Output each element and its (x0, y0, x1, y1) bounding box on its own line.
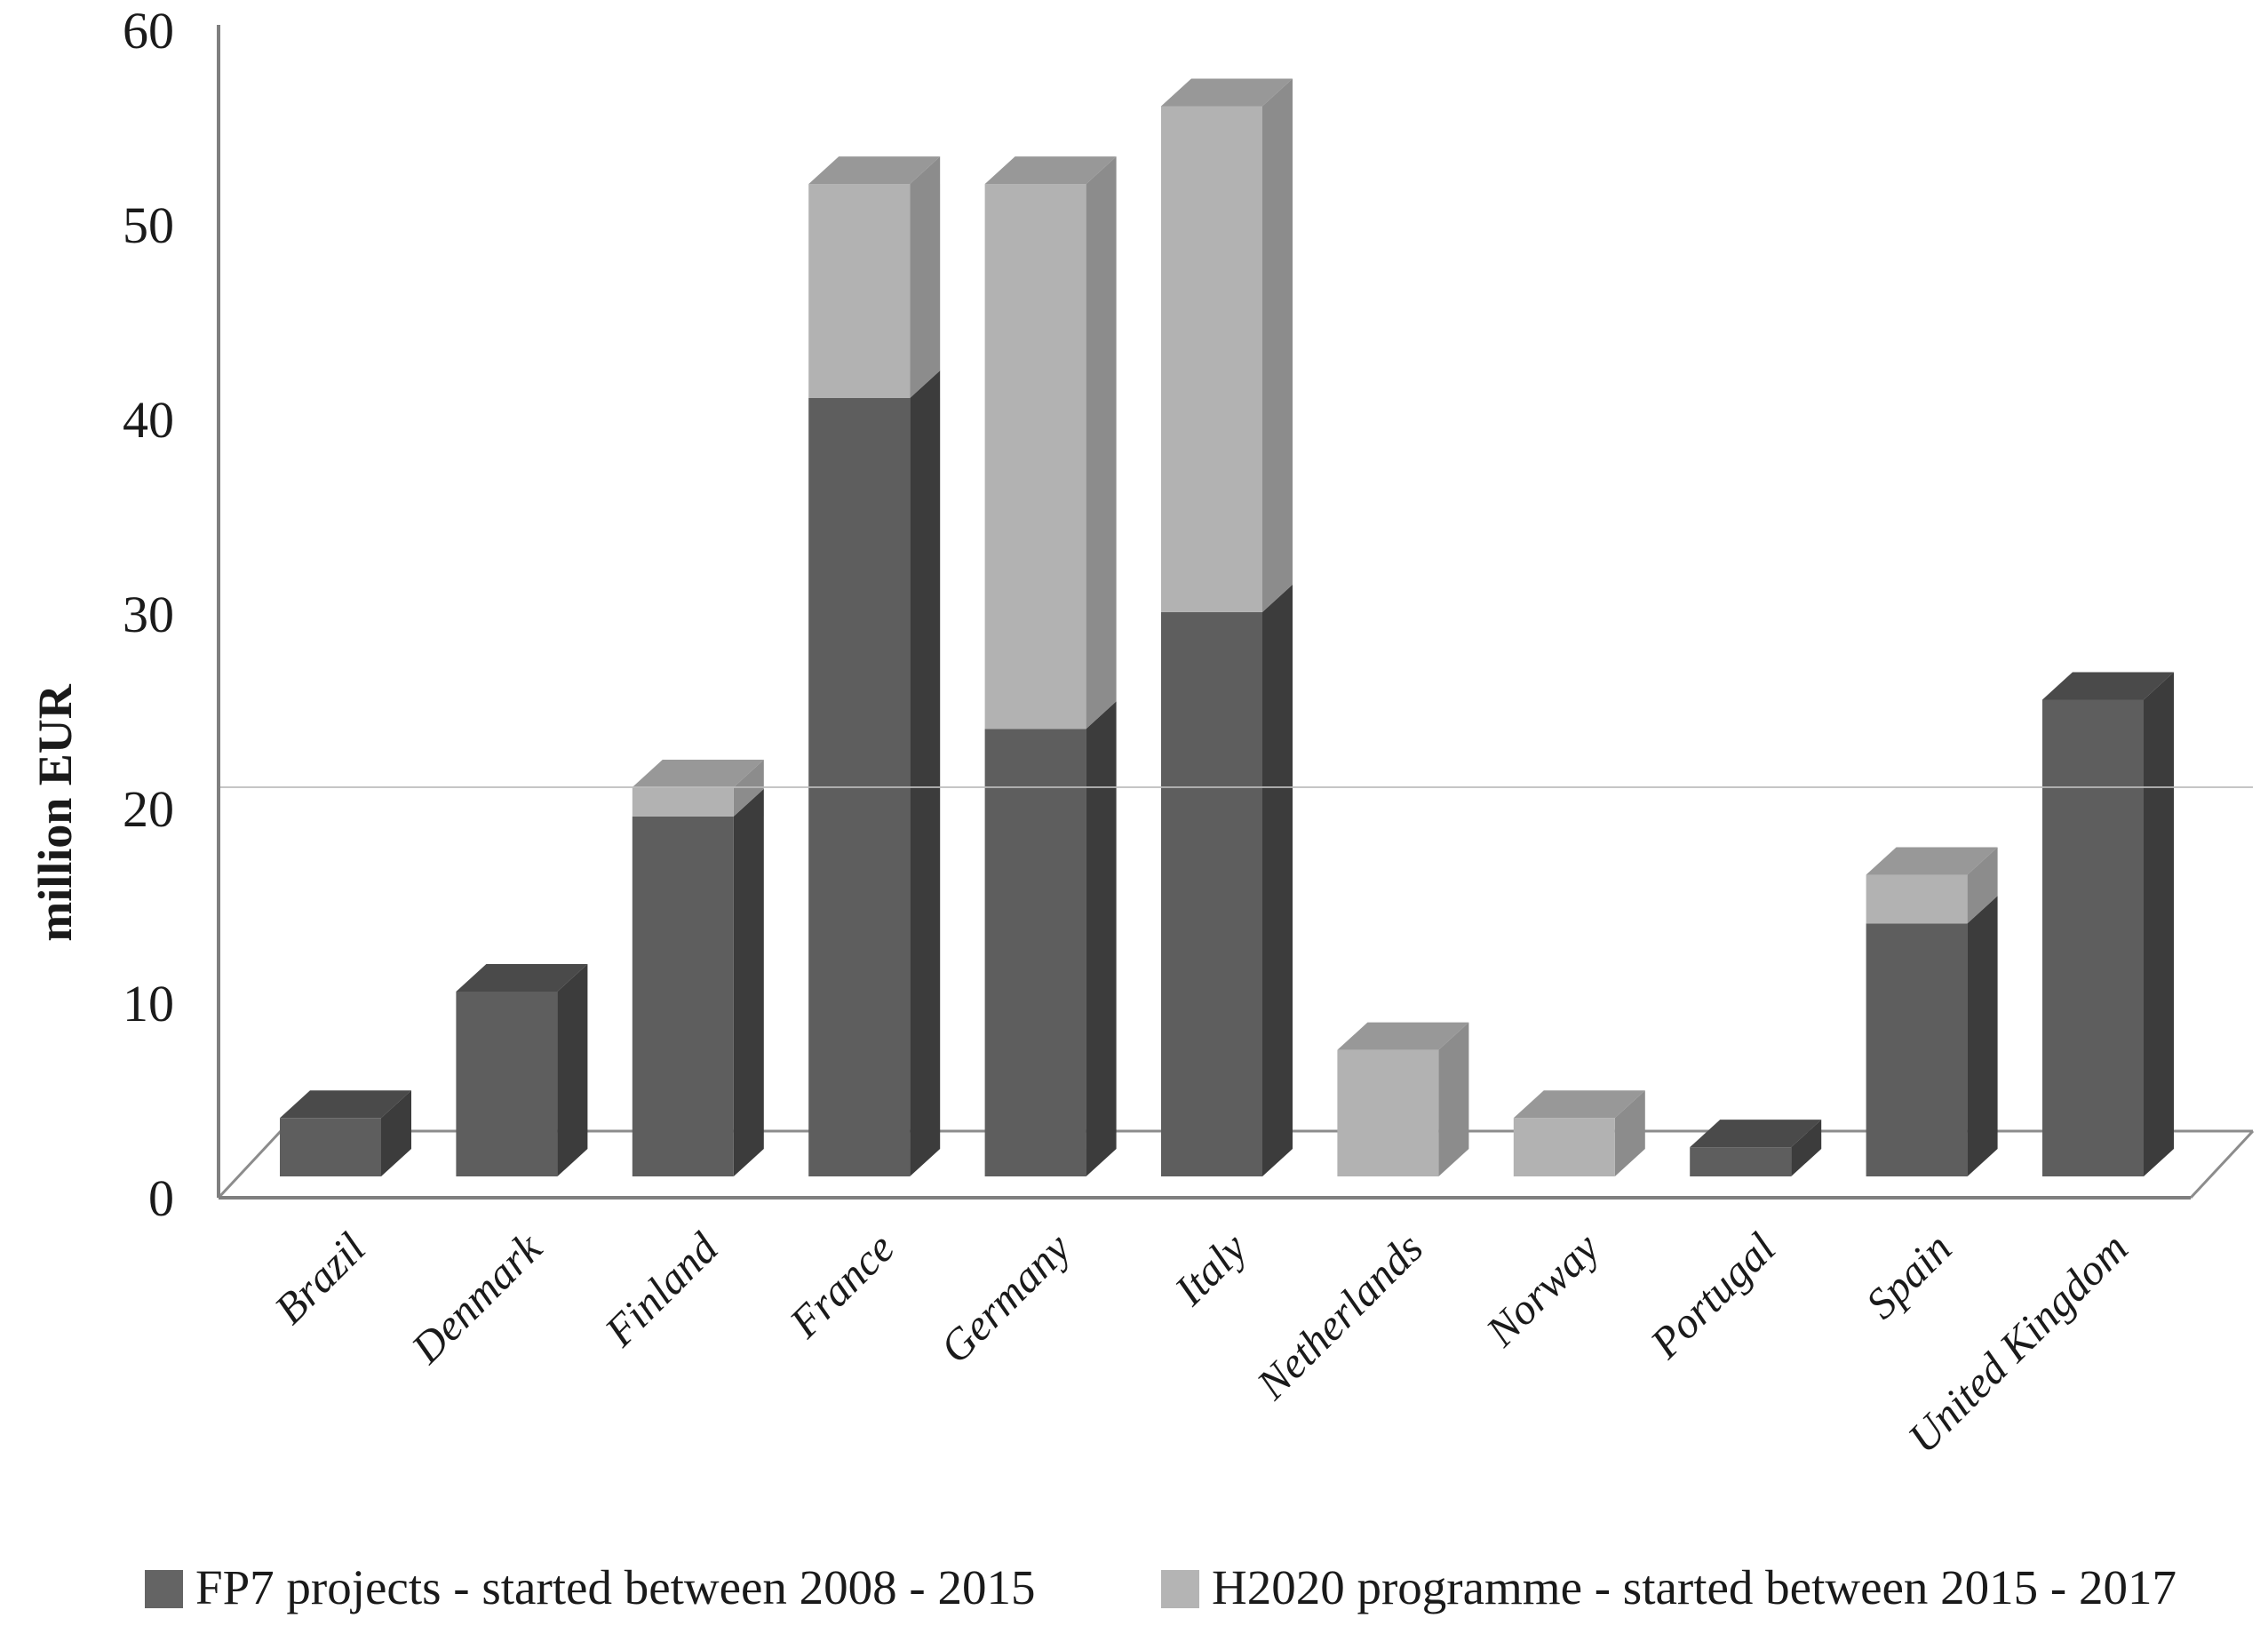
y-axis-title: million EUR (28, 683, 82, 942)
y-tick-40: 40 (123, 391, 174, 449)
bar-norway-h2020-front (1513, 1118, 1615, 1176)
bar-finland (632, 760, 764, 1176)
category-label-brazil: Brazil (265, 1224, 375, 1334)
bar-brazil-fp7-top (280, 1090, 411, 1119)
bar-spain-h2020-front (1866, 874, 1968, 924)
bar-portugal (1690, 1120, 1822, 1176)
category-label-france: France (779, 1224, 903, 1348)
bar-united-kingdom-fp7-side (2144, 672, 2174, 1176)
bar-united-kingdom-fp7-front (2042, 699, 2144, 1176)
legend: FP7 projects - started between 2008 - 20… (145, 1560, 2176, 1614)
bar-finland-h2020-top (632, 760, 764, 787)
legend-h2020-swatch-icon (1161, 1570, 1199, 1608)
bar-denmark-fp7-top (456, 963, 588, 992)
bar-brazil (280, 1090, 411, 1176)
bar-spain-h2020-side (1967, 847, 1998, 924)
y-tick-60: 60 (123, 2, 174, 60)
bar-finland-fp7-side (733, 788, 764, 1176)
category-label-spain: Spain (1857, 1224, 1962, 1328)
legend-fp7-label: FP7 projects - started between 2008 - 20… (195, 1560, 1036, 1614)
bar-italy (1161, 78, 1293, 1176)
category-label-finland: Finland (594, 1224, 728, 1357)
bar-italy-h2020-top (1161, 78, 1293, 107)
bar-norway-h2020-top (1513, 1090, 1645, 1119)
bar-denmark (456, 963, 588, 1176)
bar-denmark-fp7-side (557, 963, 588, 1176)
bar-italy-h2020-front (1161, 106, 1262, 612)
y-tick-20: 20 (123, 780, 174, 838)
bar-united-kingdom-fp7-top (2042, 672, 2174, 700)
category-label-netherlands: Netherlands (1246, 1224, 1432, 1409)
bar-spain-fp7-side (1967, 896, 1998, 1176)
y-tick-30: 30 (123, 586, 174, 643)
bar-france-h2020-top (808, 156, 941, 185)
y-tick-0: 0 (148, 1169, 174, 1227)
bar-germany-fp7-side (1086, 701, 1117, 1176)
bar-germany-h2020-side (1086, 156, 1117, 729)
category-label-portugal: Portugal (1640, 1224, 1785, 1368)
category-label-norway: Norway (1476, 1224, 1609, 1357)
category-label-germany: Germany (931, 1224, 1080, 1373)
y-tick-10: 10 (123, 975, 174, 1032)
bar-finland-fp7-front (632, 816, 734, 1176)
bar-brazil-fp7-side (381, 1090, 411, 1176)
bar-portugal-fp7-front (1690, 1147, 1792, 1176)
bar-netherlands (1337, 1022, 1469, 1176)
legend-h2020-label: H2020 programme - started between 2015 -… (1212, 1560, 2176, 1614)
floor-right-diagonal (2189, 1129, 2255, 1200)
bar-netherlands-h2020-side (1438, 1022, 1469, 1176)
bar-germany-h2020-front (984, 184, 1086, 729)
bars-group (280, 78, 2174, 1176)
category-labels: Brazil Denmark Finland France Germany ItalyNe… (265, 1223, 2137, 1463)
bar-united-kingdom (2042, 672, 2174, 1176)
bar-finland-h2020-front (632, 787, 734, 817)
bar-spain-fp7-front (1866, 923, 1968, 1176)
legend-fp7-swatch-icon (145, 1570, 183, 1608)
bar-portugal-fp7-side (1791, 1120, 1822, 1176)
bar-germany-fp7-front (984, 729, 1086, 1176)
bar-france-fp7-side (910, 371, 941, 1176)
bar-netherlands-h2020-front (1337, 1049, 1439, 1176)
bar-france-h2020-side (910, 156, 941, 398)
bar-italy-fp7-front (1161, 611, 1262, 1176)
category-label-italy: Italy (1165, 1224, 1256, 1315)
floor-left-diagonal (217, 1129, 283, 1200)
bar-brazil-fp7-front (280, 1118, 381, 1176)
bar-france-h2020-front (808, 184, 911, 398)
bar-spain-h2020-top (1866, 847, 1998, 875)
bar-germany-h2020-top (984, 156, 1117, 185)
bar-norway-h2020-side (1614, 1090, 1645, 1176)
bar-portugal-fp7-top (1690, 1120, 1822, 1148)
bar-france (808, 156, 941, 1176)
category-label-denmark: Denmark (402, 1223, 552, 1373)
bar-germany (984, 156, 1117, 1176)
y-tick-labels: 0 10 20 30 40 50 60 (123, 2, 174, 1227)
bar-italy-fp7-side (1262, 584, 1293, 1176)
bar-netherlands-h2020-top (1337, 1022, 1469, 1050)
bar-denmark-fp7-front (456, 991, 558, 1176)
bar-italy-h2020-side (1262, 78, 1293, 612)
y-tick-50: 50 (123, 196, 174, 254)
bar-spain (1866, 847, 1998, 1176)
bar-norway (1513, 1090, 1645, 1176)
